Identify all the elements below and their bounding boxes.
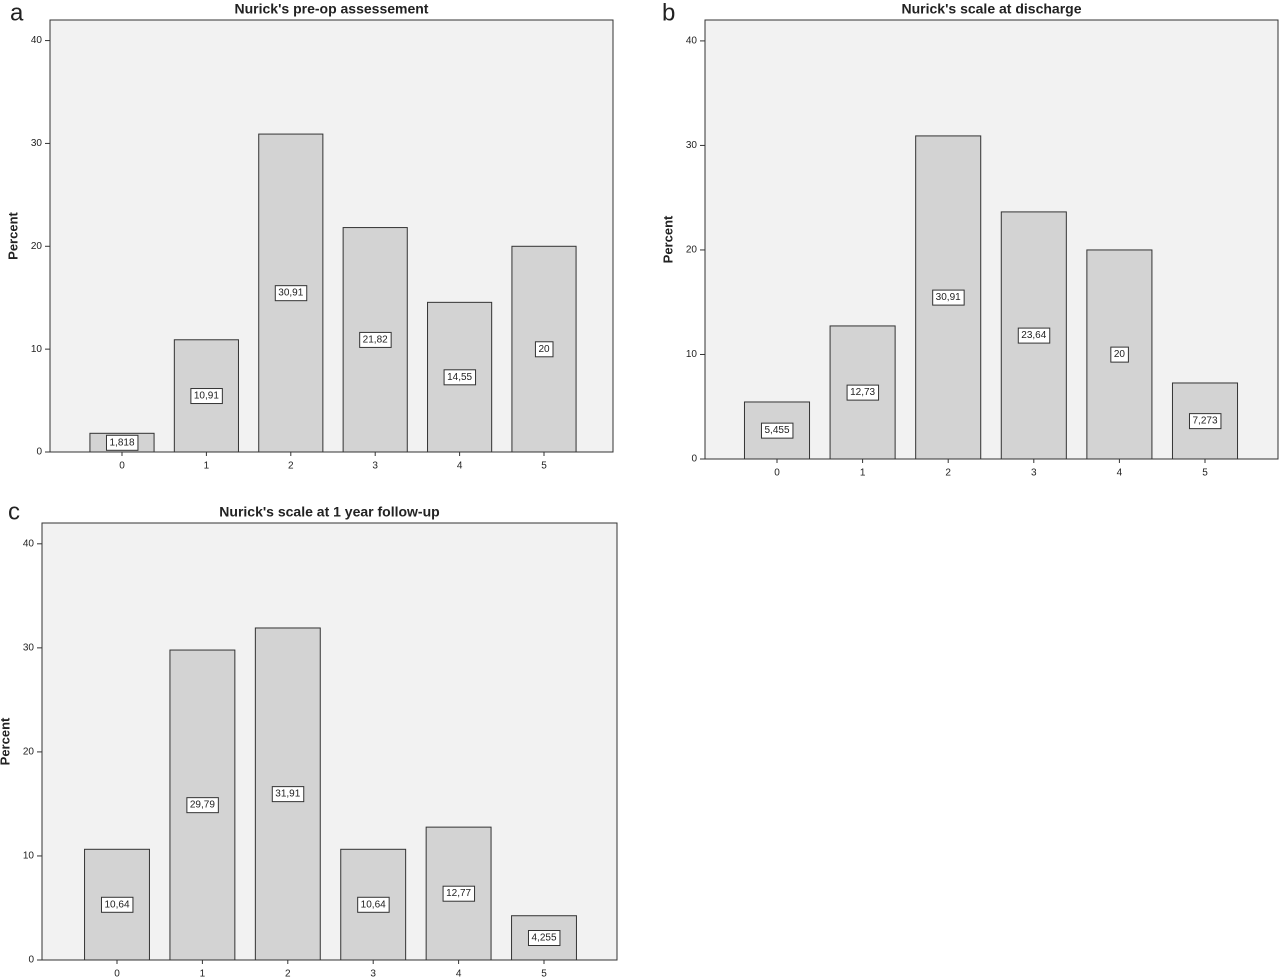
y-tick-label: 40 bbox=[686, 36, 698, 47]
x-tick-label: 0 bbox=[119, 461, 125, 472]
x-tick-label: 1 bbox=[204, 461, 210, 472]
value-label: 30,91 bbox=[278, 288, 303, 299]
y-tick-label: 10 bbox=[31, 344, 43, 355]
y-tick-label: 0 bbox=[36, 447, 42, 458]
value-label-box bbox=[190, 388, 223, 405]
x-tick-label: 2 bbox=[288, 461, 294, 472]
value-label-box bbox=[1110, 346, 1129, 363]
y-tick-label: 0 bbox=[691, 454, 697, 465]
value-label-box bbox=[359, 331, 392, 348]
y-tick-label: 0 bbox=[28, 955, 34, 966]
panel: c Nurick's scale at 1 year follow-up Perce… bbox=[0, 498, 618, 980]
x-tick-label: 4 bbox=[456, 969, 462, 980]
x-tick-label: 2 bbox=[945, 468, 951, 479]
bar bbox=[915, 135, 982, 460]
x-tick-label: 5 bbox=[541, 969, 547, 980]
value-label-box bbox=[186, 797, 219, 814]
chart-title: Nurick's scale at 1 year follow-up bbox=[219, 504, 439, 520]
value-label-box bbox=[100, 896, 134, 913]
x-tick-label: 0 bbox=[774, 468, 780, 479]
value-label-box bbox=[105, 434, 139, 451]
panel-letter: a bbox=[10, 0, 24, 26]
y-tick-label: 30 bbox=[686, 140, 698, 151]
panel-letter: b bbox=[662, 0, 675, 26]
x-tick-label: 1 bbox=[860, 468, 866, 479]
x-tick-label: 4 bbox=[457, 461, 463, 472]
value-label-box bbox=[527, 930, 561, 947]
value-label: 10,91 bbox=[194, 391, 219, 402]
value-label: 20 bbox=[1114, 349, 1126, 360]
value-label-box bbox=[846, 384, 880, 401]
x-tick-label: 3 bbox=[370, 969, 376, 980]
y-tick-label: 40 bbox=[23, 538, 35, 549]
value-label: 14,55 bbox=[447, 372, 472, 383]
x-tick-label: 4 bbox=[1117, 468, 1123, 479]
value-label-box bbox=[274, 285, 308, 302]
value-label: 10,64 bbox=[361, 899, 386, 910]
x-tick-label: 0 bbox=[114, 969, 120, 980]
chart-title: Nurick's scale at discharge bbox=[902, 1, 1082, 17]
y-tick-label: 30 bbox=[23, 642, 35, 653]
y-tick-label: 40 bbox=[31, 35, 43, 46]
panel-letter: c bbox=[8, 498, 20, 525]
value-label-box bbox=[932, 289, 965, 306]
y-axis-label: Percent bbox=[5, 211, 20, 259]
value-label-box bbox=[357, 896, 390, 913]
x-tick-label: 5 bbox=[1202, 468, 1208, 479]
x-tick-label: 3 bbox=[372, 461, 378, 472]
value-label: 21,82 bbox=[363, 334, 388, 345]
value-label: 4,255 bbox=[531, 933, 556, 944]
y-axis-label: Percent bbox=[0, 717, 12, 765]
value-label-box bbox=[1188, 413, 1222, 430]
y-tick-label: 10 bbox=[23, 851, 35, 862]
y-tick-label: 20 bbox=[686, 245, 698, 256]
y-tick-label: 10 bbox=[686, 349, 698, 360]
x-tick-label: 1 bbox=[200, 969, 206, 980]
value-label: 31,91 bbox=[275, 789, 300, 800]
value-label: 1,818 bbox=[109, 437, 134, 448]
x-tick-label: 2 bbox=[285, 969, 291, 980]
y-tick-label: 20 bbox=[31, 241, 43, 252]
value-label: 30,91 bbox=[936, 292, 961, 303]
value-label-box bbox=[534, 341, 554, 358]
x-tick-label: 5 bbox=[541, 461, 547, 472]
value-label: 20 bbox=[538, 344, 550, 355]
value-label-box bbox=[1017, 327, 1051, 344]
value-label: 23,64 bbox=[1021, 330, 1046, 341]
value-label: 5,455 bbox=[764, 425, 789, 436]
y-tick-label: 30 bbox=[31, 138, 43, 149]
value-label-box bbox=[443, 369, 477, 386]
value-label: 29,79 bbox=[190, 800, 215, 811]
x-tick-label: 3 bbox=[1031, 468, 1037, 479]
value-label: 12,77 bbox=[446, 888, 471, 899]
y-tick-label: 20 bbox=[23, 747, 35, 758]
value-label: 7,273 bbox=[1192, 416, 1217, 427]
value-label: 12,73 bbox=[850, 387, 875, 398]
chart-title: Nurick's pre-op assessement bbox=[235, 1, 429, 17]
panel: a Nurick's pre-op assessementPercent01020… bbox=[5, 0, 614, 472]
value-label-box bbox=[442, 885, 476, 902]
value-label-box bbox=[271, 786, 305, 803]
y-axis-label: Percent bbox=[660, 215, 675, 263]
panel: b Nurick's scale at dischargePercent01020… bbox=[660, 0, 1279, 479]
value-label: 10,64 bbox=[104, 899, 129, 910]
value-label-box bbox=[760, 422, 794, 439]
